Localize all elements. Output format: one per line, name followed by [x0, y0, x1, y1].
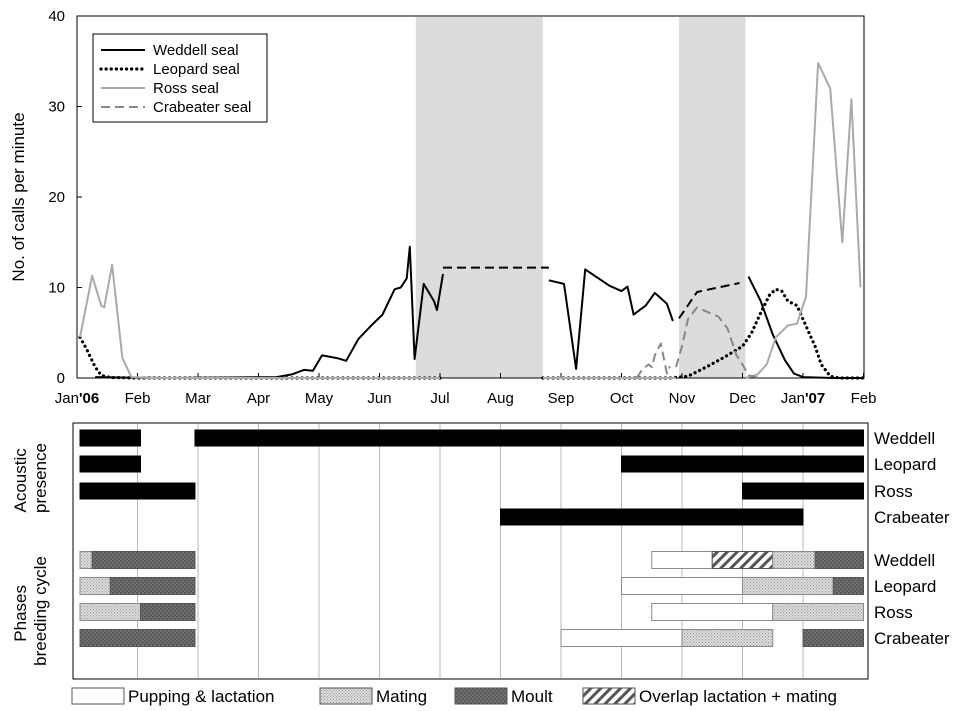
x-tick-label: Apr — [247, 390, 270, 407]
y-tick-label: 30 — [48, 99, 65, 116]
y-tick-label: 0 — [57, 370, 65, 387]
gantt-bar-mating — [79, 603, 142, 621]
gantt-row-label: Ross — [874, 482, 913, 501]
group-label-acoustic-line1: Acoustic — [11, 448, 30, 513]
gantt-bar-pupping — [651, 603, 774, 621]
gantt-row-label: Leopard — [874, 577, 936, 596]
gantt-row-label: Leopard — [874, 455, 936, 474]
x-tick-label: May — [305, 390, 334, 407]
gantt-bar-moult — [79, 629, 196, 647]
legend-swatch-mating — [319, 687, 373, 705]
gantt-bar-moult — [814, 551, 864, 569]
series-line-solid — [745, 62, 862, 379]
gantt-bar-pupping — [621, 577, 743, 595]
shaded-periods — [415, 17, 746, 378]
breeding-legend: Pupping & lactation Mating Moult Overlap la… — [71, 687, 837, 706]
gantt-bar-pupping — [560, 629, 683, 647]
y-axis-label: No. of calls per minute — [9, 112, 28, 281]
series-line-solid — [548, 268, 674, 370]
gantt-bar-presence — [79, 429, 142, 447]
legend: Weddell seal Leopard seal Ross seal Crabeat… — [92, 33, 268, 123]
series-line-dotted — [78, 335, 442, 380]
series-lines — [78, 62, 866, 380]
gantt-bar-presence — [500, 508, 804, 526]
series-line-dashed — [675, 306, 761, 379]
x-tick-label: Oct — [610, 390, 634, 407]
group-label-acoustic-line2: presence — [31, 443, 50, 513]
legend-swatch-pupping — [71, 687, 125, 705]
legend-label-pupping: Pupping & lactation — [128, 687, 275, 706]
gantt-bar-moult — [832, 577, 864, 595]
gantt-bar-moult — [140, 603, 196, 621]
gantt-frame — [72, 422, 869, 680]
gantt-row-label: Crabeater — [874, 508, 950, 527]
x-tick-label: Aug — [487, 390, 514, 407]
series-line-solid — [79, 263, 440, 379]
legend-label-moult: Moult — [511, 687, 553, 706]
gantt-bar-presence — [79, 482, 196, 500]
gantt-row-label: Weddell — [874, 551, 935, 570]
gantt-row-label: Crabeater — [874, 629, 950, 648]
legend-label-overlap: Overlap lactation + mating — [639, 687, 837, 706]
gantt-bar-presence — [79, 455, 142, 473]
group-label-acoustic-presence: Acoustic presence — [11, 443, 50, 513]
gantt-row-label: Ross — [874, 603, 913, 622]
group-label-breeding-line1: Phases — [11, 585, 30, 642]
legend-swatch-overlap — [582, 687, 636, 705]
y-axis: 0 10 20 30 40 — [48, 8, 82, 387]
x-tick-label: Feb — [851, 390, 877, 407]
gantt-bar-pupping — [651, 551, 713, 569]
calls-line-chart: 0 10 20 30 40 Jan'06 Feb Mar Apr May Jun Jul Aug Sep… — [9, 8, 876, 407]
legend-label: Leopard seal — [153, 61, 240, 78]
series-line-dotted — [541, 287, 866, 380]
gantt-chart: Weddell Leopard Ross Crabeater Weddell Leopar… — [11, 422, 950, 680]
gantt-bar-mating — [772, 551, 816, 569]
gantt-bar-mating — [681, 629, 774, 647]
legend-label: Crabeater seal — [153, 99, 251, 116]
x-tick-label: Nov — [669, 390, 696, 407]
legend-label-mating: Mating — [376, 687, 427, 706]
shaded-period-0 — [415, 17, 543, 378]
gantt-bar-presence — [621, 455, 864, 473]
series-interpolated-line — [678, 282, 740, 319]
gantt-row-labels: Weddell Leopard Ross Crabeater Weddell Leopar… — [874, 429, 950, 648]
gantt-bar-presence — [742, 482, 864, 500]
gantt-bar-overlap — [711, 551, 774, 569]
legend-label: Ross seal — [153, 80, 219, 97]
x-tick-label: Feb — [125, 390, 151, 407]
x-tick-label: Jul — [430, 390, 449, 407]
gantt-bar-moult — [109, 577, 196, 595]
y-tick-label: 20 — [48, 189, 65, 206]
gantt-bar-moult — [91, 551, 196, 569]
gantt-bar-moult — [802, 629, 864, 647]
gantt-bar-mating — [742, 577, 834, 595]
y-tick-label: 10 — [48, 280, 65, 297]
x-tick-label: Jan'06 — [55, 390, 99, 407]
y-tick-label: 40 — [48, 8, 65, 25]
series-line-dashed — [635, 342, 671, 379]
gantt-bar-presence — [194, 429, 865, 447]
series-line-solid — [747, 276, 864, 379]
legend-swatch-moult — [454, 687, 508, 705]
group-label-breeding-phases: Phases breeding cycle — [11, 556, 50, 666]
gantt-bar-mating — [79, 577, 111, 595]
gantt-bar-mating — [772, 603, 864, 621]
group-label-breeding-line2: breeding cycle — [31, 556, 50, 666]
x-tick-label: Sep — [548, 390, 575, 407]
shaded-period-1 — [678, 17, 746, 378]
x-tick-label: Jun — [367, 390, 391, 407]
x-tick-label: Jan'07 — [781, 390, 825, 407]
legend-label: Weddell seal — [153, 42, 239, 59]
x-tick-label: Dec — [729, 390, 756, 407]
gantt-bars — [79, 429, 865, 647]
gantt-row-label: Weddell — [874, 429, 935, 448]
series-line-solid — [95, 245, 444, 379]
x-tick-label: Mar — [185, 390, 211, 407]
x-tick-year: '06 — [79, 390, 99, 407]
x-tick-year: '07 — [805, 390, 825, 407]
x-axis: Jan'06 Feb Mar Apr May Jun Jul Aug Sep Oct Nov Dec J… — [55, 373, 877, 407]
gantt-bar-mating — [79, 551, 93, 569]
